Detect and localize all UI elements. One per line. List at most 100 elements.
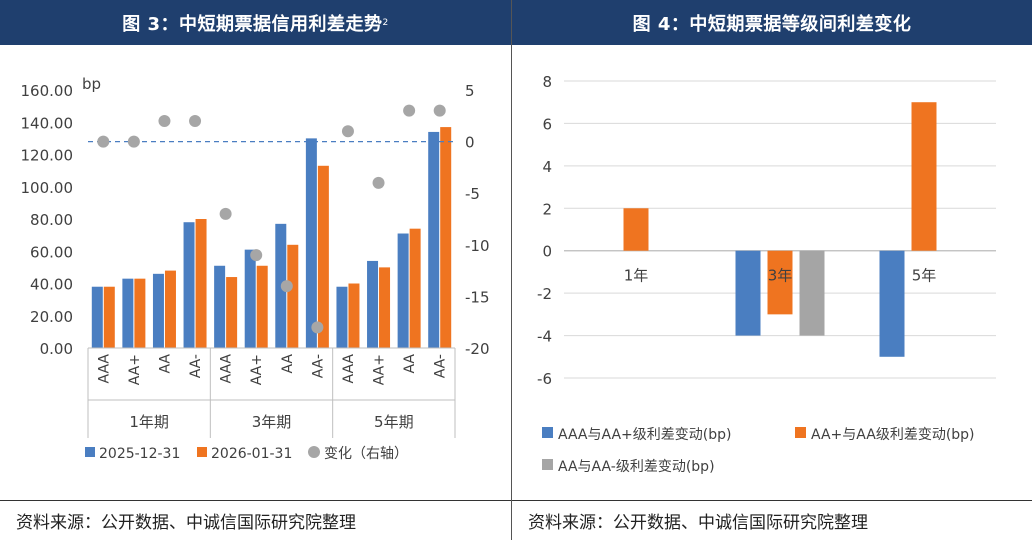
legend-label-series-3: AA与AA-级利差变动(bp): [558, 459, 715, 475]
bar-2026-01-31: [134, 278, 146, 348]
right-y-tick-label: -20: [465, 340, 490, 358]
left-y-tick-label: 120.00: [21, 147, 74, 165]
bar-2025-12-31: [214, 265, 226, 348]
x-group-label: 5年期: [374, 413, 414, 431]
x-category-label: AA: [157, 354, 173, 374]
legend-swatch-series-3: [542, 459, 553, 470]
bar-2026-01-31: [379, 267, 391, 348]
bar-2025-12-31: [122, 278, 134, 348]
change-dot: [372, 176, 385, 189]
bar-2026-01-31: [287, 244, 299, 348]
bar-2025-12-31: [91, 286, 103, 348]
bar-2026-01-31: [440, 127, 452, 349]
x-category-label: 5年: [912, 267, 937, 285]
left-source-note: 资料来源：公开数据、中诚信国际研究院整理: [0, 500, 511, 540]
left-y-tick-label: 140.00: [21, 114, 74, 132]
bar-2025-12-31: [305, 138, 317, 348]
change-dot: [403, 104, 416, 117]
right-title-text: 图 4：中短期票据等级间利差变化: [632, 13, 912, 35]
x-category-label: AA+: [249, 354, 265, 385]
bar-2026-01-31: [164, 270, 176, 348]
right-panel: 图 4：中短期票据等级间利差变化 -6 -4 -2 0 2 4 6 8 1年 3年 5年 AAA与AA…: [511, 0, 1032, 540]
left-y-tick-label: 160.00: [21, 82, 74, 100]
left-y-tick-label: 60.00: [30, 243, 73, 261]
left-y-tick-label: 0.00: [40, 340, 73, 358]
change-dot: [311, 321, 324, 334]
x-category-label: AA: [402, 354, 418, 374]
bar-2026-01-31: [195, 219, 207, 348]
change-dot: [280, 280, 293, 293]
legend-label-2026-01-31: 2026-01-31: [211, 446, 292, 462]
bar-2025-12-31: [275, 223, 287, 348]
bar-2026-01-31: [317, 165, 329, 348]
x-category-label: AAA: [96, 354, 112, 384]
y-tick-label: 0: [542, 243, 552, 261]
x-category-label: AA-: [188, 354, 204, 378]
change-dot: [189, 114, 202, 127]
bar-series-1: [735, 250, 761, 336]
bar-series-2: [623, 208, 649, 251]
change-dot: [219, 207, 232, 220]
bar-2025-12-31: [367, 260, 379, 348]
y-tick-label: 2: [542, 200, 552, 218]
y-tick-label: -4: [537, 328, 552, 346]
left-panel: 图 3：中短期票据信用利差走势 2 0.00 20.00 40.00 60.00 80.0…: [0, 0, 511, 540]
y-tick-label: 6: [542, 115, 552, 133]
left-unit-label: bp: [82, 75, 101, 93]
bar-2026-01-31: [348, 283, 360, 348]
right-source-note: 资料来源：公开数据、中诚信国际研究院整理: [512, 500, 1032, 540]
x-category-label: AAA: [219, 354, 235, 384]
x-category-label: AA+: [127, 354, 143, 385]
bar-2025-12-31: [336, 286, 348, 348]
bar-2026-01-31: [103, 286, 115, 348]
legend-label-2025-12-31: 2025-12-31: [99, 446, 180, 462]
left-chart: 0.00 20.00 40.00 60.00 80.00 100.00 120.00 140.…: [21, 75, 490, 462]
right-chart: -6 -4 -2 0 2 4 6 8 1年 3年 5年 AAA与AA+级利差变动(bp) AA+与AA级…: [537, 73, 996, 475]
x-category-label: 3年: [768, 267, 793, 285]
right-y-tick-label: 0: [465, 134, 475, 152]
bar-series-1: [879, 250, 905, 357]
legend-swatch-series-1: [542, 427, 553, 438]
left-y-tick-label: 100.00: [21, 179, 74, 197]
legend-label-series-2: AA+与AA级利差变动(bp): [811, 427, 975, 443]
bar-2026-01-31: [256, 265, 268, 348]
left-y-tick-label: 20.00: [30, 308, 73, 326]
bar-series-2: [911, 102, 937, 251]
legend-label-change: 变化（右轴）: [324, 446, 408, 462]
change-dot: [158, 114, 171, 127]
bar-2025-12-31: [397, 233, 409, 348]
bar-2026-01-31: [409, 228, 421, 348]
x-category-label: AA-: [310, 354, 326, 378]
y-tick-label: -2: [537, 285, 552, 303]
x-category-label: AAA: [341, 354, 357, 384]
bar-2026-01-31: [226, 277, 238, 348]
legend-marker-change: [308, 446, 320, 458]
x-category-label: AA-: [433, 354, 449, 378]
right-chart-title: 图 4：中短期票据等级间利差变化: [512, 0, 1032, 45]
right-y-tick-label: -5: [465, 185, 480, 203]
change-dot: [97, 135, 110, 148]
bar-2025-12-31: [428, 131, 440, 348]
x-group-label: 3年期: [252, 413, 292, 431]
y-tick-label: 4: [542, 158, 552, 176]
left-title-text: 图 3：中短期票据信用利差走势: [122, 13, 383, 35]
right-y-tick-label: -15: [465, 288, 490, 306]
legend-swatch-2025-12-31: [85, 447, 95, 457]
legend-swatch-2026-01-31: [197, 447, 207, 457]
left-title-footnote: 2: [382, 17, 389, 28]
bar-2025-12-31: [244, 249, 256, 348]
left-y-tick-label: 80.00: [30, 211, 73, 229]
left-y-tick-label: 40.00: [30, 276, 73, 294]
x-category-label: AA: [280, 354, 296, 374]
x-category-label: AA+: [372, 354, 388, 385]
change-dot: [433, 104, 446, 117]
bar-2025-12-31: [183, 222, 195, 348]
change-dot: [127, 135, 140, 148]
bar-2025-12-31: [152, 273, 164, 348]
change-dot: [341, 125, 354, 138]
right-y-tick-label: 5: [465, 82, 475, 100]
bar-series-3: [799, 250, 825, 336]
y-tick-label: 8: [542, 73, 552, 91]
right-y-tick-label: -10: [465, 237, 490, 255]
legend-label-series-1: AAA与AA+级利差变动(bp): [558, 427, 731, 443]
